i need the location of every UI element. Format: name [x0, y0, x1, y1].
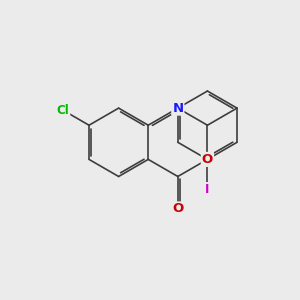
Text: I: I — [205, 183, 210, 196]
Text: O: O — [202, 153, 213, 166]
Text: O: O — [172, 202, 184, 215]
Text: Cl: Cl — [57, 104, 69, 117]
Text: N: N — [172, 102, 183, 115]
